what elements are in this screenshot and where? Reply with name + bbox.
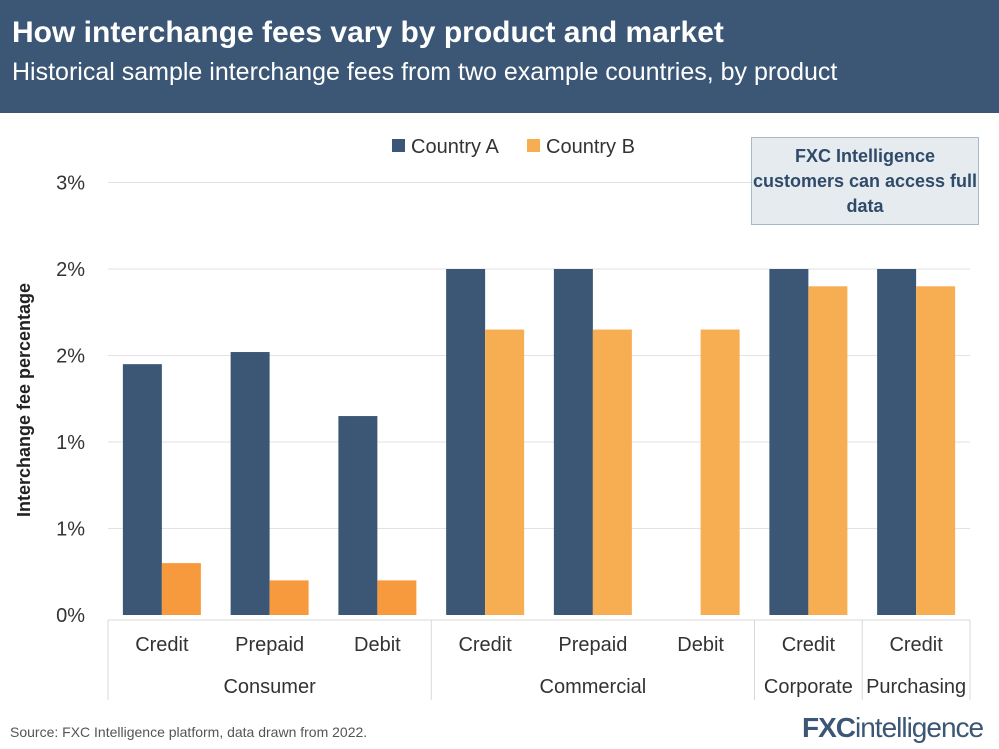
bar-country-a [122, 364, 162, 615]
bar-country-b [485, 329, 525, 615]
bar-country-b [916, 286, 956, 615]
chart-subtitle: Historical sample interchange fees from … [12, 58, 838, 86]
x-tick-label: Credit [889, 634, 943, 656]
legend-swatch [392, 139, 405, 152]
bar-country-a [230, 352, 270, 615]
bar-country-a [877, 269, 917, 615]
bar-country-b [808, 286, 848, 615]
bar-country-b [592, 329, 632, 615]
legend-label: Country A [411, 136, 499, 158]
bar-country-a [338, 416, 378, 615]
y-tick-label: 1% [56, 519, 85, 541]
bar-country-a [553, 269, 593, 615]
source-text: Source: FXC Intelligence platform, data … [10, 724, 368, 740]
x-tick-label: Credit [782, 634, 836, 656]
group-label: Consumer [223, 676, 316, 698]
bar-country-b [161, 563, 201, 615]
x-tick-label: Debit [677, 634, 724, 656]
group-label: Corporate [764, 676, 853, 698]
chart-title: How interchange fees vary by product and… [12, 16, 724, 49]
bar-country-a [446, 269, 486, 615]
x-tick-label: Prepaid [558, 634, 627, 656]
y-axis-label: Interchange fee percentage [14, 283, 34, 517]
x-tick-label: Credit [135, 634, 189, 656]
y-tick-label: 1% [56, 432, 85, 454]
group-label: Commercial [540, 676, 647, 698]
y-tick-label: 2% [56, 346, 85, 368]
header: How interchange fees vary by product and… [0, 0, 999, 113]
legend-label: Country B [546, 136, 635, 158]
x-tick-label: Debit [354, 634, 401, 656]
bar-country-b [700, 329, 740, 615]
y-tick-label: 3% [56, 173, 85, 195]
legend-swatch [527, 139, 540, 152]
y-tick-label: 0% [56, 605, 85, 627]
y-tick-label: 2% [56, 259, 85, 281]
bar-country-b [377, 580, 417, 615]
bar-country-a [769, 269, 809, 615]
x-tick-label: Credit [458, 634, 512, 656]
fxc-intelligence-logo: FXCintelligence [802, 712, 984, 743]
data-access-note: FXC Intelligence customers can access fu… [751, 137, 979, 225]
group-label: Purchasing [866, 676, 966, 698]
bar-country-b [269, 580, 309, 615]
x-tick-label: Prepaid [235, 634, 304, 656]
